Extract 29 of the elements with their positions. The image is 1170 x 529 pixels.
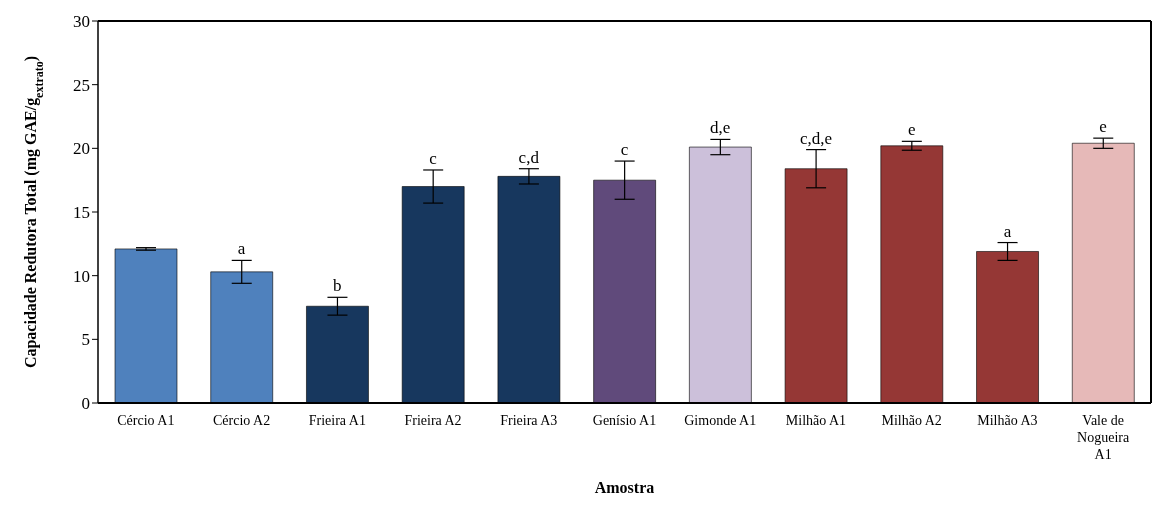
x-tick-label: Milhão A1 (785, 413, 847, 428)
x-tick-label: Cércio A2 (213, 413, 271, 428)
y-tick-label: 25 (73, 75, 90, 95)
x-tick-label: Frieira A3 (500, 413, 558, 428)
y-tick-label: 20 (73, 139, 90, 159)
x-tick-label: Frieira A2 (404, 413, 462, 428)
annotation: c (620, 140, 629, 160)
annotation: c (429, 148, 438, 168)
x-tick-label: Frieira A1 (308, 413, 366, 428)
y-tick-label: 0 (81, 394, 90, 414)
x-tick-label: Milhão A3 (977, 413, 1038, 428)
y-tick-label: 15 (73, 203, 90, 223)
y-tick-label: 30 (73, 12, 90, 32)
x-tick-label: Vale de Nogueira A1 (1077, 413, 1130, 462)
x-tick-label: Cércio A1 (117, 413, 175, 428)
annotation: a (237, 239, 246, 259)
annotation: c,d (518, 147, 540, 167)
annotation: d,e (710, 118, 731, 138)
y-tick-label: 5 (81, 330, 90, 350)
x-tick-label: Milhão A2 (881, 413, 942, 428)
annotation: e (1099, 117, 1107, 137)
annotation: e (907, 120, 916, 140)
y-tick-label: 10 (73, 266, 90, 286)
annotation: b (333, 276, 342, 296)
annotation: c,d,e (799, 128, 832, 148)
annotation: a (1003, 221, 1012, 241)
x-axis-title: Amostra (594, 479, 655, 496)
x-tick-label: Gimonde A1 (684, 413, 757, 428)
x-tick-label: Genísio A1 (592, 413, 657, 428)
